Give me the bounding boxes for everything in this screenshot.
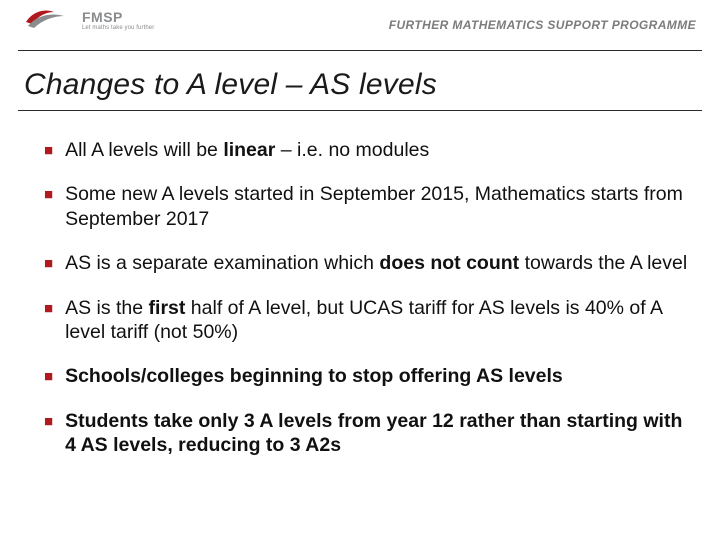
bullet-marker-icon: ■ [44,255,53,274]
fmsp-logo: FMSP Let maths take you further [24,6,154,34]
bullet-text: Some new A levels started in September 2… [65,182,690,231]
bullet-marker-icon: ■ [44,142,53,161]
slide-header: FMSP Let maths take you further FURTHER … [0,0,720,50]
bullet-text: AS is a separate examination which does … [65,251,690,275]
bullet-text: All A levels will be linear – i.e. no mo… [65,138,690,162]
logo-acronym: FMSP [82,10,154,24]
bullet-marker-icon: ■ [44,186,53,205]
title-divider [18,110,702,111]
bullet-item: ■ AS is a separate examination which does… [44,251,690,275]
bullet-list: ■ All A levels will be linear – i.e. no m… [44,138,690,457]
bullet-item: ■ Schools/colleges beginning to stop offe… [44,364,690,388]
logo-swoosh-icon [24,6,78,34]
bullet-text: AS is the first half of A level, but UCA… [65,296,690,345]
header-divider [18,50,702,51]
bullet-text: Schools/colleges beginning to stop offer… [65,364,690,388]
slide-title: Changes to A level – AS levels [24,68,437,102]
bullet-item: ■ Some new A levels started in September … [44,182,690,231]
bullet-marker-icon: ■ [44,368,53,387]
programme-label: FURTHER MATHEMATICS SUPPORT PROGRAMME [389,18,696,32]
bullet-text: Students take only 3 A levels from year … [65,409,690,458]
bullet-marker-icon: ■ [44,300,53,319]
logo-tagline: Let maths take you further [82,25,154,31]
bullet-item: ■ All A levels will be linear – i.e. no m… [44,138,690,162]
bullet-item: ■ AS is the first half of A level, but UC… [44,296,690,345]
slide: FMSP Let maths take you further FURTHER … [0,0,720,540]
logo-text: FMSP Let maths take you further [82,10,154,31]
bullet-marker-icon: ■ [44,413,53,432]
bullet-item: ■ Students take only 3 A levels from year… [44,409,690,458]
